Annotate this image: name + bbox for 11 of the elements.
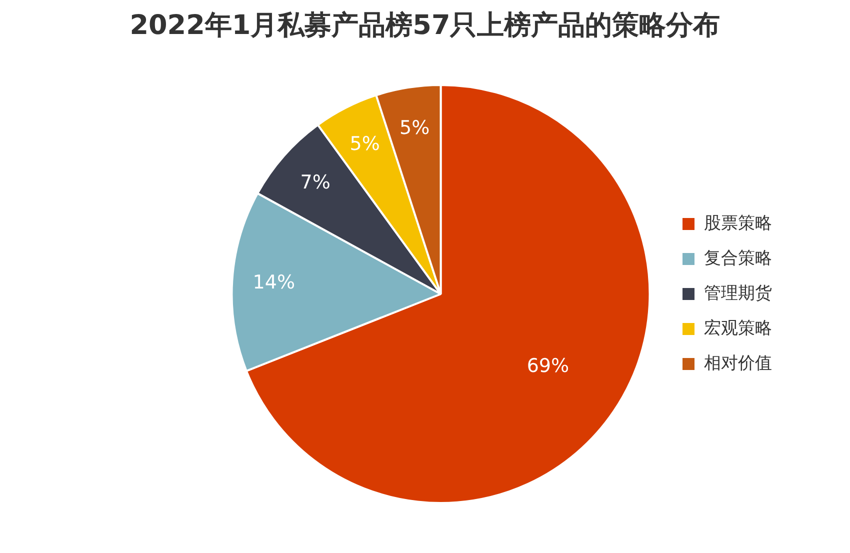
legend-label: 管理期货 [704, 283, 772, 304]
data-label: 69% [526, 354, 570, 377]
legend-label: 相对价值 [704, 353, 772, 374]
legend-label: 股票策略 [704, 213, 772, 234]
data-label: 14% [252, 271, 295, 294]
data-label: 7% [300, 171, 330, 194]
data-label: 5% [400, 116, 430, 139]
data-label: 5% [350, 132, 380, 155]
legend-label: 宏观策略 [704, 318, 772, 338]
legend-label: 复合策略 [704, 248, 772, 268]
chart-title: 2022年1月私募产品榜57只上榜产品的策略分布 [128, 9, 722, 43]
